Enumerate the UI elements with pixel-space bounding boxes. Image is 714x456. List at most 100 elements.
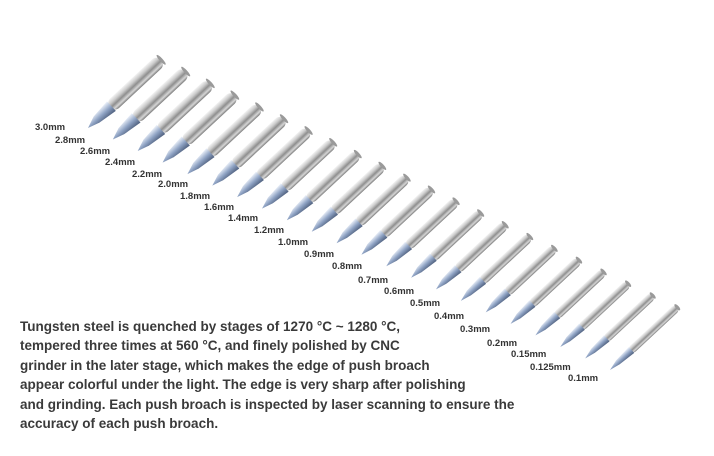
tool-tip [336,218,363,244]
tool-shank [604,294,654,341]
size-label: 2.2mm [132,169,162,180]
tool-shank [331,164,384,214]
description-line: tempered three times at 560 °C, and fine… [20,338,400,354]
size-label: 0.15mm [511,349,546,360]
push-broach [311,161,387,232]
tool-end [255,102,264,112]
size-label: 0.3mm [460,324,490,335]
tool-end [353,149,362,159]
tool-tip [262,183,289,209]
tool-tip [286,194,314,221]
tool-shank [306,152,360,203]
tool-tip [187,148,215,175]
description-line: Tungsten steel is quenched by stages of … [20,319,401,334]
tool-shank [529,258,581,307]
size-label: 0.9mm [304,249,334,260]
tool-end [230,90,240,100]
size-label: 0.5mm [410,298,440,309]
size-label: 1.6mm [204,202,234,213]
description-line: grinder in the later stage, which makes … [20,357,430,373]
tool-tip [386,241,413,267]
tool-shank [207,105,262,156]
tool-shank [455,223,507,272]
tool-end [477,209,485,217]
tool-end [427,185,436,194]
push-broach [411,209,485,278]
tool-tip [411,253,437,278]
push-broach [212,114,289,186]
tool-shank [480,235,532,284]
tool-tip [162,136,190,163]
push-broach [610,304,681,370]
description-line: accuracy of each push broach. [20,416,219,432]
tool-end [674,304,681,311]
push-broach [585,292,656,359]
tool-shank [356,175,409,226]
push-broach [485,244,558,313]
size-label: 2.8mm [55,135,85,146]
tool-tip [361,230,388,255]
tool-shank [232,116,286,168]
tool-end [156,54,166,65]
size-label: 2.4mm [105,157,135,168]
size-label: 1.2mm [254,225,284,236]
size-label: 2.0mm [158,179,188,190]
tool-tip [535,311,561,336]
tool-shank [381,187,433,237]
tool-tip [112,113,141,140]
tool-end [649,292,656,299]
description-line: appear colorful under the light. The edg… [20,377,466,393]
tool-end [600,268,607,276]
tool-end [551,244,558,252]
tool-end [526,232,534,241]
tool-tip [436,265,462,290]
push-broach [162,90,240,163]
tool-shank [257,128,311,179]
tool-tip [510,300,536,324]
tool-shank [182,93,237,145]
size-label: 0.125mm [530,362,571,373]
tool-shank [108,57,163,110]
push-broach [535,268,607,336]
tool-shank [629,305,679,353]
size-label: 3.0mm [35,122,65,133]
tool-shank [405,199,458,249]
push-broach [286,149,362,221]
size-label: 1.0mm [278,237,308,248]
tool-tip [610,346,635,370]
push-broach [112,66,191,140]
push-broach [386,197,460,267]
push-broach [88,54,166,128]
size-label: 0.7mm [358,275,388,286]
size-label: 0.8mm [332,261,362,272]
size-label: 1.4mm [228,213,258,224]
tool-end [181,66,191,77]
tool-shank [132,69,188,122]
tool-tip [137,124,166,152]
tool-tip [311,206,339,232]
tool-tip [88,101,116,128]
tool-end [205,78,215,89]
tool-end [378,161,387,170]
push-broach [560,280,632,347]
tool-end [403,173,411,182]
tool-tip [237,171,264,198]
tool-tip [212,159,240,186]
tool-shank [579,282,630,330]
tool-tip [585,335,610,359]
push-broach [237,126,313,198]
size-label: 2.6mm [80,146,110,157]
tool-end [501,221,509,229]
push-broach [187,102,264,175]
tool-end [304,126,313,135]
size-label: 0.4mm [434,311,464,322]
tool-shank [281,140,335,191]
description-line: and grinding. Each push broach is inspec… [20,396,515,412]
tool-tip [560,323,585,347]
push-broach [137,78,215,152]
tool-end [575,256,583,264]
push-broach [436,221,509,290]
push-broach [336,173,411,244]
